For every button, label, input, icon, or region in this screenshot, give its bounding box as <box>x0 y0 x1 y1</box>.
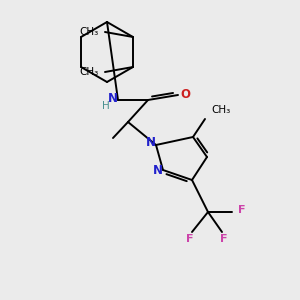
Text: F: F <box>186 234 194 244</box>
Text: O: O <box>180 88 190 101</box>
Text: N: N <box>153 164 163 176</box>
Text: CH₃: CH₃ <box>80 67 99 77</box>
Text: N: N <box>108 92 118 104</box>
Text: CH₃: CH₃ <box>80 27 99 37</box>
Text: H: H <box>102 101 110 111</box>
Text: CH₃: CH₃ <box>211 105 230 115</box>
Text: F: F <box>220 234 228 244</box>
Text: F: F <box>238 205 246 215</box>
Text: N: N <box>146 136 156 148</box>
